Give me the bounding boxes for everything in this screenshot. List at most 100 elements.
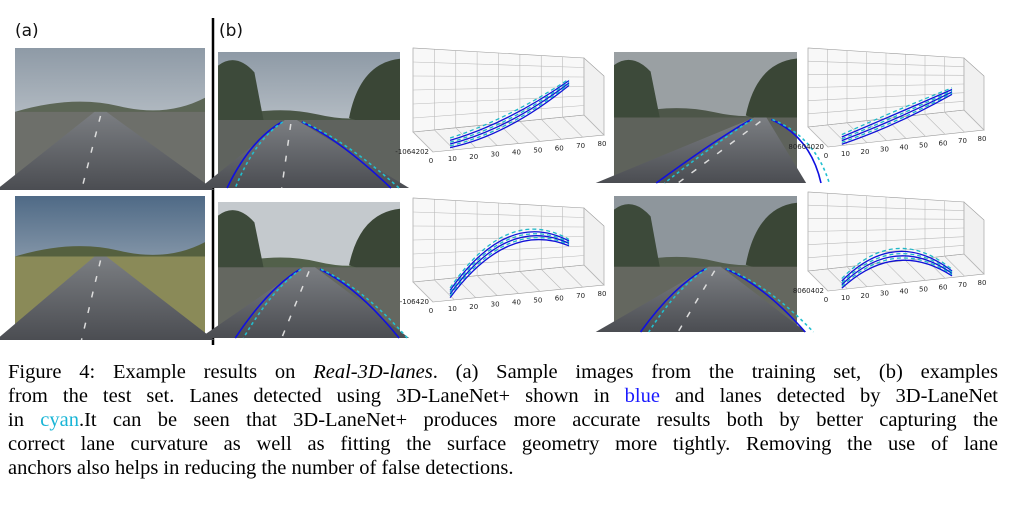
grid-line: [412, 86, 585, 91]
x-tick-label: 20: [861, 148, 870, 156]
photo-trees: [745, 202, 797, 281]
lane-curve: [841, 92, 953, 144]
caption-line: Figure 4: Example results on Real-3D-lan…: [8, 360, 998, 384]
side-label: 8060402: [793, 287, 824, 295]
photo-road: [199, 120, 410, 188]
photo-dash: [677, 120, 761, 184]
photo-dash: [80, 260, 102, 341]
photo-hills: [614, 104, 797, 122]
grid-line: [583, 264, 605, 286]
grid-line: [583, 114, 605, 136]
caption-line: in cyan.It can be seen that 3D-LaneNet+ …: [8, 408, 998, 432]
lane-curve: [449, 78, 570, 139]
x-tick-label: 50: [533, 146, 542, 154]
grid-line: [807, 126, 829, 148]
x-tick-label: 0: [824, 296, 828, 304]
photo-lane: [772, 118, 830, 184]
caption-text: correct lane curvature as well as fittin…: [8, 433, 998, 455]
plot-3d: 0 10 20 30 40 50 60 70 80 80604020: [788, 47, 987, 160]
x-tick-label: 30: [880, 290, 889, 298]
photo-lane: [302, 121, 400, 189]
x-tick-label: 50: [533, 296, 542, 304]
x-tick-label: 80: [978, 135, 987, 143]
x-tick-label: 60: [555, 294, 564, 302]
lane-curve: [449, 80, 570, 142]
panel-label: (a): [15, 21, 39, 41]
lane-curve: [449, 238, 570, 298]
x-tick-label: 60: [939, 283, 948, 291]
x-tick-label: 70: [576, 142, 585, 150]
grid-line: [412, 95, 585, 105]
x-tick-label: 0: [824, 152, 828, 160]
photo-lane: [726, 267, 815, 333]
grid-line: [412, 281, 434, 303]
grid-line: [807, 83, 965, 88]
side-label: 80604020: [788, 143, 824, 151]
grid-line: [412, 211, 585, 218]
lane-curve: [841, 93, 953, 145]
grid-line: [541, 119, 562, 140]
grid-line: [905, 116, 926, 137]
caption-text: in: [8, 409, 41, 431]
grid-line: [412, 105, 585, 119]
photo-trees: [745, 58, 797, 131]
lane-curve: [449, 233, 570, 293]
lane-curve: [449, 82, 570, 145]
caption-text: blue: [624, 385, 660, 407]
lane-curve: [841, 87, 953, 136]
grid-line: [963, 253, 985, 275]
photo-lane: [242, 268, 302, 339]
figure: (a) (b) 0 10 20 30 40 50 60 70 80-1064202 0 10 20 30…: [0, 18, 987, 345]
photo: [199, 202, 410, 339]
photo-road: [199, 267, 410, 338]
photo-trees: [349, 58, 400, 134]
x-tick-label: 20: [469, 153, 478, 161]
grid-line: [541, 269, 562, 290]
grid-line: [885, 262, 907, 283]
x-tick-label: 80: [978, 279, 987, 287]
x-tick-label: 80: [598, 290, 607, 298]
photo-dash: [677, 270, 716, 333]
photo-lane: [320, 268, 408, 339]
grid-line: [434, 129, 455, 151]
x-tick-label: 20: [861, 292, 870, 300]
x-tick-label: 30: [491, 301, 500, 309]
lane-curve: [841, 255, 953, 286]
photo-dash: [281, 270, 310, 339]
photo-lane: [648, 268, 708, 333]
grid-line: [562, 266, 583, 288]
grid-line: [944, 111, 965, 133]
x-tick-label: 0: [429, 157, 433, 165]
photo: [595, 52, 830, 184]
caption-line: correct lane curvature as well as fittin…: [8, 432, 998, 456]
photo: [0, 196, 215, 341]
photo: [199, 52, 410, 189]
grid-line: [807, 270, 829, 292]
caption-line: anchors also helps in reducing the numbe…: [8, 456, 998, 480]
plot-3d: 0 10 20 30 40 50 60 70 80 -1064202: [395, 47, 606, 165]
grid-line: [519, 121, 541, 142]
x-tick-label: 40: [512, 299, 521, 307]
photo-lane: [234, 121, 284, 189]
photo: [595, 196, 815, 333]
x-tick-label: 40: [900, 144, 909, 152]
panel-label: (b): [219, 21, 243, 41]
x-tick-label: 70: [958, 137, 967, 145]
lane-curve: [449, 228, 570, 289]
grid-line: [807, 245, 965, 259]
photo-lane: [655, 118, 752, 184]
grid-line: [924, 114, 946, 135]
grid-line: [807, 92, 965, 101]
lane-curve: [449, 231, 570, 291]
lane-curve: [841, 90, 953, 140]
photo-road: [0, 256, 215, 340]
grid-line: [412, 245, 585, 255]
grid-line: [562, 116, 583, 138]
x-tick-label: 10: [448, 305, 457, 313]
x-tick-label: 50: [919, 141, 928, 149]
caption-text: cyan: [40, 409, 79, 431]
photo-hills: [15, 97, 205, 116]
side-label: -106420: [400, 298, 429, 306]
x-tick-label: 30: [491, 151, 500, 159]
